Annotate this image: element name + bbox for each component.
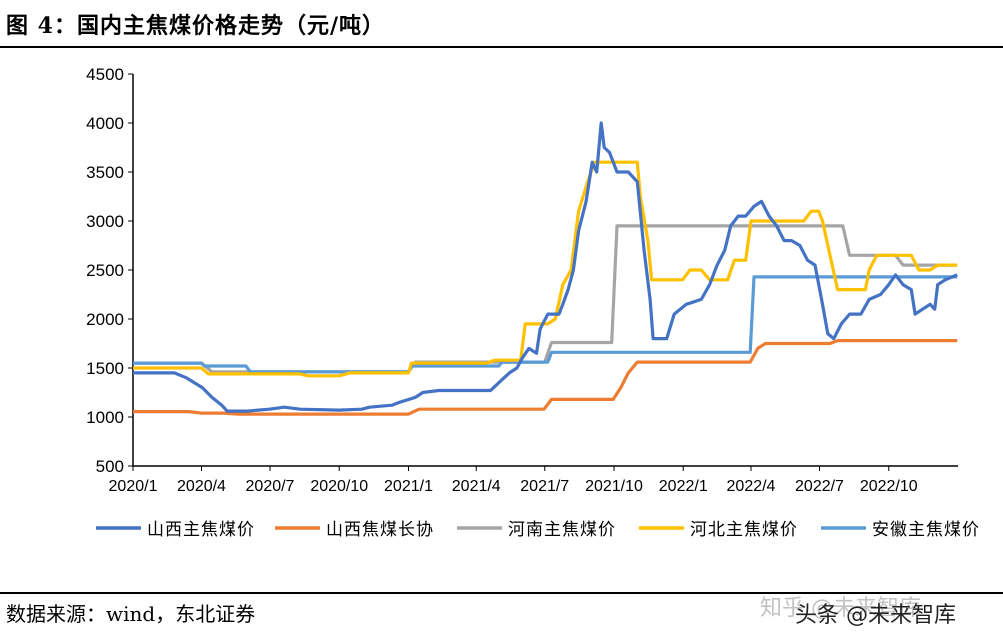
x-tick-label: 2021/4 xyxy=(452,478,501,495)
x-tick-label: 2022/10 xyxy=(860,478,918,495)
series-line xyxy=(133,160,958,378)
legend-label: 安徽主焦煤价 xyxy=(872,520,980,539)
x-tick-label: 2022/7 xyxy=(795,478,844,495)
top-rule xyxy=(0,46,1003,48)
watermark-overlay: 头条 @未来智库 xyxy=(795,603,956,628)
series-line xyxy=(133,224,958,374)
y-tick-label: 2500 xyxy=(86,261,124,280)
y-tick-label: 500 xyxy=(96,457,124,476)
series-line xyxy=(133,121,958,413)
series-line xyxy=(133,339,958,416)
x-tick-label: 2021/10 xyxy=(585,478,643,495)
y-tick-label: 1500 xyxy=(86,359,124,378)
y-tick-label: 3500 xyxy=(86,163,124,182)
series-line xyxy=(133,275,958,374)
data-source-note: 数据来源：wind，东北证券 xyxy=(6,602,256,626)
line-chart: 500 1000 1500 2000 2500 3000 3500 4000 4500 2020/… xyxy=(86,65,980,539)
legend-label: 河北主焦煤价 xyxy=(690,520,798,539)
x-tick-label: 2021/7 xyxy=(520,478,569,495)
x-tick-label: 2020/4 xyxy=(177,478,226,495)
chart-title: 图 4：国内主焦煤价格走势（元/吨） xyxy=(6,13,386,39)
legend-label: 山西焦煤长协 xyxy=(326,520,434,539)
y-tick-label: 1000 xyxy=(86,408,124,427)
x-tick-label: 2022/4 xyxy=(727,478,776,495)
bottom-rule xyxy=(0,592,1003,594)
x-tick-label: 2022/1 xyxy=(659,478,708,495)
legend-label: 河南主焦煤价 xyxy=(508,520,616,539)
y-tick-label: 2000 xyxy=(86,310,124,329)
chart-axes: 500 1000 1500 2000 2500 3000 3500 4000 4500 2020/… xyxy=(86,65,958,495)
x-tick-label: 2020/7 xyxy=(246,478,295,495)
y-tick-label: 4000 xyxy=(86,114,124,133)
y-tick-label: 4500 xyxy=(86,65,124,84)
x-tick-label: 2020/1 xyxy=(109,478,158,495)
x-tick-label: 2020/10 xyxy=(310,478,368,495)
watermark-brand: 知乎 @未来智库 xyxy=(760,596,921,621)
chart-series-lines xyxy=(133,121,958,416)
y-tick-label: 3000 xyxy=(86,212,124,231)
x-tick-label: 2021/1 xyxy=(384,478,433,495)
chart-legend: 山西主焦煤价 山西焦煤长协 河南主焦煤价 河北主焦煤价 安徽主焦煤价 xyxy=(96,520,980,539)
legend-label: 山西主焦煤价 xyxy=(147,520,255,539)
